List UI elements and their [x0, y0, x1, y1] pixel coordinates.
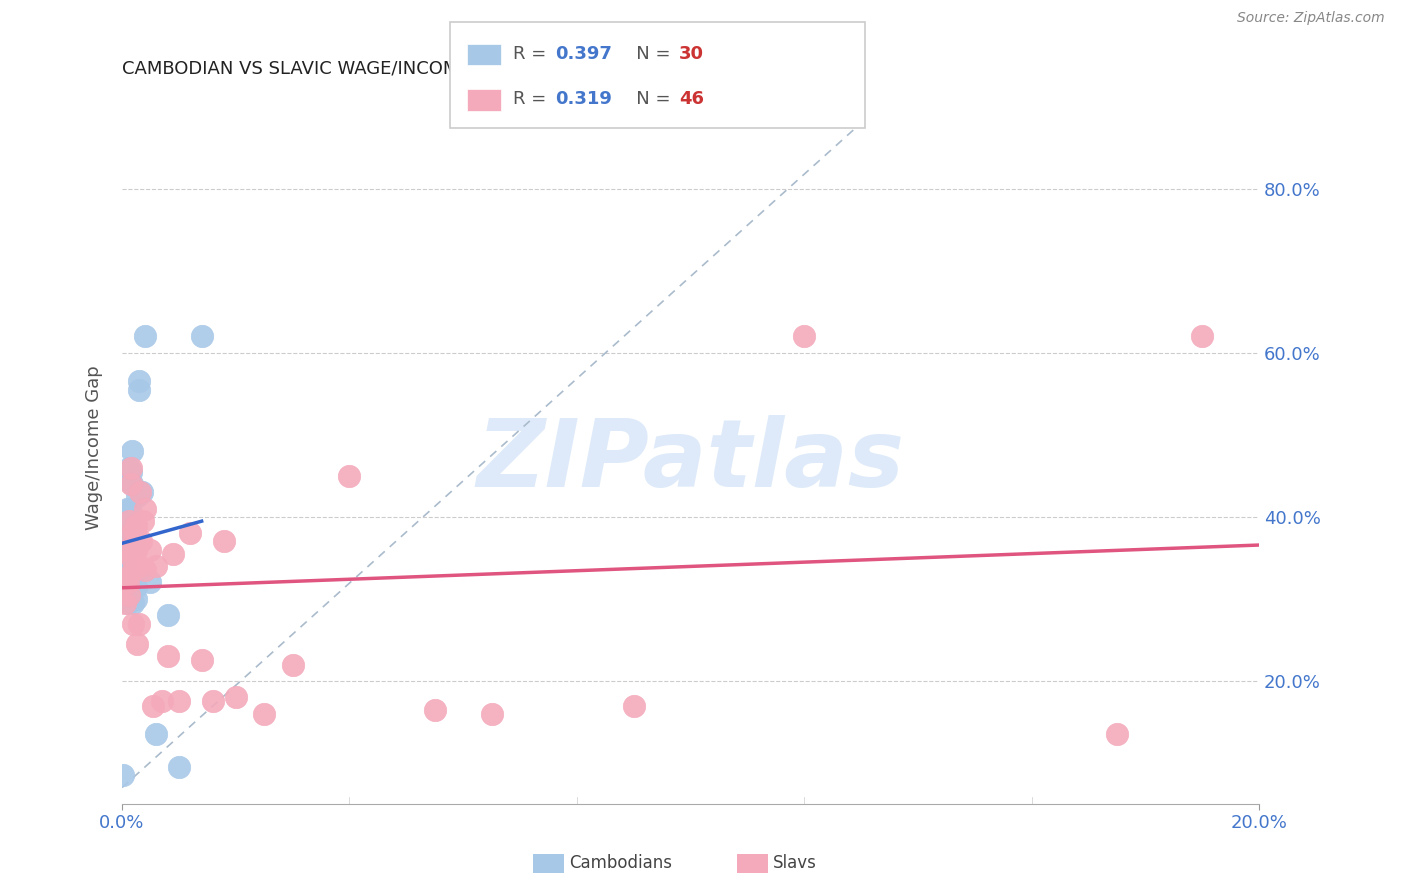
Point [120, 460, 142, 475]
Point [118, 588, 141, 602]
Point [121, 477, 143, 491]
Point [1105, 727, 1128, 741]
Text: N =: N = [619, 45, 676, 62]
Text: 0.319: 0.319 [555, 90, 612, 108]
Point [122, 575, 145, 590]
Point [145, 559, 167, 574]
Point [114, 555, 136, 569]
Text: N =: N = [619, 90, 676, 108]
Point [156, 649, 179, 664]
Point [142, 698, 165, 713]
Point [167, 694, 190, 708]
Point [167, 760, 190, 774]
Text: CAMBODIAN VS SLAVIC WAGE/INCOME GAP CORRELATION CHART: CAMBODIAN VS SLAVIC WAGE/INCOME GAP CORR… [122, 60, 713, 78]
Text: R =: R = [513, 90, 553, 108]
Point [118, 460, 141, 475]
Point [134, 329, 156, 343]
Point [253, 706, 276, 721]
Point [134, 563, 156, 577]
Point [121, 526, 143, 541]
Point [623, 698, 645, 713]
Point [115, 522, 138, 536]
Point [125, 542, 148, 557]
Point [127, 489, 149, 503]
Point [118, 514, 141, 528]
Point [124, 526, 146, 541]
Point [120, 526, 142, 541]
Point [162, 547, 184, 561]
Point [131, 485, 153, 500]
Point [128, 559, 150, 574]
Point [117, 575, 139, 590]
Point [134, 501, 156, 516]
Point [117, 534, 139, 549]
Point [793, 329, 815, 343]
Text: 46: 46 [679, 90, 704, 108]
Point [124, 539, 146, 553]
Text: R =: R = [513, 45, 553, 62]
Point [179, 526, 201, 541]
Point [190, 653, 212, 667]
Text: Slavs: Slavs [773, 855, 817, 872]
Point [128, 375, 150, 389]
Point [125, 580, 148, 594]
Y-axis label: Wage/Income Gap: Wage/Income Gap [86, 365, 103, 530]
Point [115, 567, 138, 582]
Point [115, 501, 138, 516]
Point [121, 444, 143, 458]
Point [125, 591, 148, 606]
Text: Cambodians: Cambodians [569, 855, 672, 872]
Point [128, 383, 150, 397]
Point [225, 690, 247, 705]
Point [114, 596, 136, 610]
Point [121, 550, 143, 565]
Text: 0.397: 0.397 [555, 45, 612, 62]
Point [156, 608, 179, 623]
Point [122, 596, 145, 610]
Point [1191, 329, 1213, 343]
Point [129, 485, 152, 500]
Point [118, 514, 141, 528]
Point [339, 468, 361, 483]
Point [150, 694, 173, 708]
Point [115, 571, 138, 585]
Point [214, 534, 236, 549]
Point [112, 575, 135, 590]
Point [139, 575, 162, 590]
Point [128, 616, 150, 631]
Point [127, 637, 149, 651]
Point [125, 518, 148, 533]
Point [131, 514, 153, 528]
Point [122, 563, 145, 577]
Point [117, 542, 139, 557]
Point [281, 657, 304, 672]
Point [145, 727, 167, 741]
Text: ZIPatlas: ZIPatlas [477, 416, 904, 508]
Text: Source: ZipAtlas.com: Source: ZipAtlas.com [1237, 11, 1385, 25]
Point [115, 542, 138, 557]
Point [112, 575, 135, 590]
Point [131, 534, 153, 549]
Point [139, 542, 162, 557]
Point [423, 703, 446, 717]
Text: 30: 30 [679, 45, 704, 62]
Point [481, 706, 503, 721]
Point [117, 596, 139, 610]
Point [112, 768, 135, 782]
Point [201, 694, 224, 708]
Point [120, 477, 142, 491]
Point [190, 329, 212, 343]
Point [122, 616, 145, 631]
Point [118, 501, 141, 516]
Point [120, 465, 142, 479]
